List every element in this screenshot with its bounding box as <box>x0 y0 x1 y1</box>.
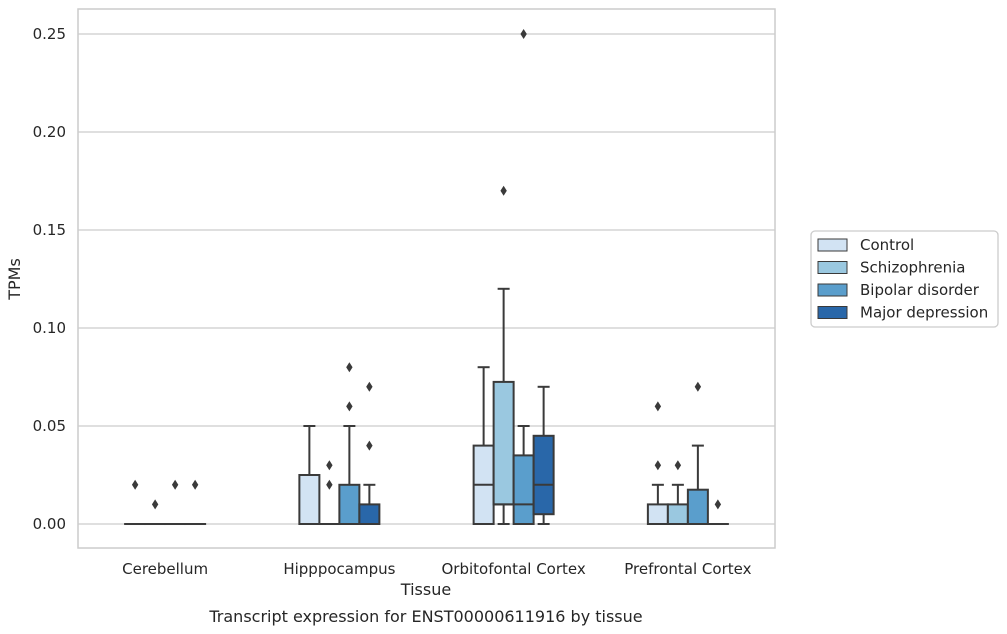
legend-label: Schizophrenia <box>860 259 965 277</box>
outlier-point <box>654 401 662 412</box>
outlier-point <box>346 362 353 373</box>
box-control <box>472 366 495 526</box>
outlier-point <box>500 185 507 196</box>
box-control <box>298 425 321 525</box>
box-iqr <box>512 454 535 525</box>
outlier-point <box>366 381 373 392</box>
y-tick-label: 0.05 <box>33 417 66 435</box>
y-axis-label: TPMs <box>5 258 24 301</box>
outlier-point <box>346 401 353 412</box>
box-major-depression <box>532 385 555 525</box>
box-major-depression <box>706 499 729 526</box>
box-iqr <box>666 503 689 525</box>
box-iqr <box>492 380 515 506</box>
outlier-point <box>151 499 159 510</box>
legend-swatch <box>817 283 848 297</box>
box-control <box>646 401 669 525</box>
legend-swatch <box>817 306 848 319</box>
outlier-point <box>191 479 199 490</box>
box-bipolar-disorder <box>338 362 361 525</box>
outlier-point <box>171 479 179 490</box>
outlier-point <box>714 499 722 510</box>
legend-swatch <box>817 261 848 274</box>
box-control <box>124 479 147 526</box>
box-schizophrenia <box>666 460 689 525</box>
y-tick-label: 0.10 <box>33 319 66 337</box>
outlier-point <box>326 460 333 471</box>
legend-frame <box>810 230 999 328</box>
box-iqr <box>338 483 361 525</box>
box-major-depression <box>358 381 381 525</box>
box-schizophrenia <box>144 499 167 526</box>
x-axis-label: Tissue <box>400 580 451 599</box>
legend-label: Major depression <box>860 304 988 322</box>
y-tick-label: 0.15 <box>33 221 66 239</box>
box-iqr <box>298 474 321 525</box>
chart-caption: Transcript expression for ENST0000061191… <box>208 607 642 626</box>
x-tick-labels: Cerebellum Hipppocampus Orbitofontal Corte… <box>122 560 751 578</box>
legend-swatch <box>817 238 848 252</box>
legend: Control Schizophrenia Bipolar disorder Majo… <box>810 230 999 328</box>
y-tick-label: 0.00 <box>33 515 66 533</box>
y-tick-label: 0.25 <box>33 25 66 43</box>
box-iqr <box>532 434 555 516</box>
box-schizophrenia <box>492 185 515 525</box>
x-tick-label: Orbitofontal Cortex <box>442 560 586 578</box>
x-tick-label: Prefrontal Cortex <box>624 560 751 578</box>
box-iqr <box>646 503 669 525</box>
box-series <box>124 29 729 526</box>
outlier-point <box>366 440 373 451</box>
legend-label: Control <box>860 236 914 254</box>
plot-area-frame <box>77 8 776 549</box>
box-iqr <box>358 503 381 525</box>
y-tick-label: 0.20 <box>33 123 66 141</box>
box-schizophrenia <box>318 460 341 526</box>
x-tick-label: Cerebellum <box>122 560 208 578</box>
box-iqr <box>686 488 709 526</box>
y-tick-labels: 0.00 0.05 0.10 0.15 0.20 0.25 <box>33 25 66 533</box>
outlier-point <box>694 381 702 392</box>
outlier-point <box>520 29 527 39</box>
outlier-point <box>131 479 139 490</box>
box-bipolar-disorder <box>686 381 709 526</box>
outlier-point <box>326 479 333 490</box>
box-major-depression <box>184 479 207 526</box>
x-tick-label: Hipppocampus <box>283 560 395 578</box>
outlier-point <box>654 460 662 471</box>
outlier-point <box>674 460 682 471</box>
legend-label: Bipolar disorder <box>860 281 980 299</box>
box-bipolar-disorder <box>512 29 535 525</box>
box-bipolar-disorder <box>164 479 187 526</box>
gridlines <box>78 33 775 525</box>
